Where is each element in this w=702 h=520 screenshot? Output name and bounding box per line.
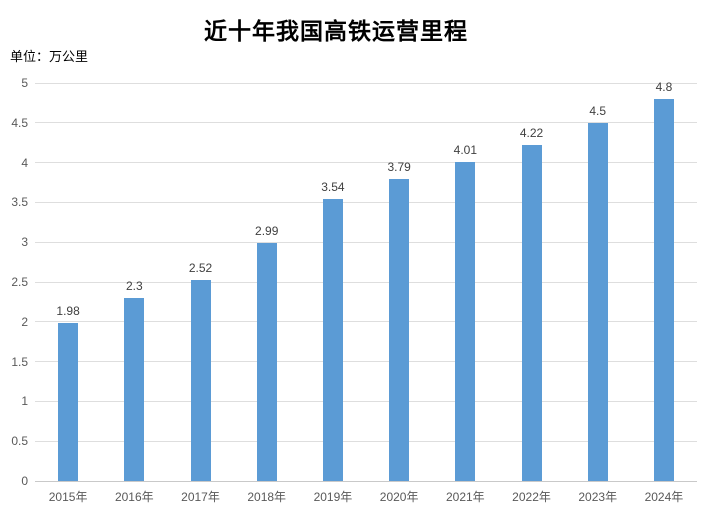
x-tick-label: 2021年	[445, 490, 485, 504]
bars-row: 1.98 2.3 2.52 2.99 3.54 3.79 4.01 4.22 4.5 4.8	[35, 79, 697, 481]
bar-value-label: 4.5	[589, 103, 607, 118]
y-tick-label: 4.5	[11, 115, 28, 130]
gridline	[35, 321, 697, 323]
gridline	[35, 82, 697, 84]
x-tick-label: 2022年	[512, 490, 551, 504]
plot-area: 1.98 2.3 2.52 2.99 3.54 3.79 4.01 4.22 4.5 4.8	[35, 79, 697, 482]
chart-title: 近十年我国高铁运营里程	[204, 18, 468, 45]
bar-band: 2.3	[101, 83, 167, 481]
bar-band: 3.54	[300, 83, 366, 481]
x-tick-label: 2023年	[578, 490, 618, 504]
y-axis: 0 0.5 1 1.5 2 2.5 3 3.5 4 4.5 5	[0, 76, 30, 488]
gridline	[35, 440, 697, 442]
x-tick-label: 2024年	[644, 490, 684, 504]
bar-2019年	[322, 199, 343, 481]
x-axis-line	[35, 481, 697, 482]
y-tick-label: 1.5	[11, 354, 28, 369]
y-tick-label: 3	[21, 235, 28, 250]
x-tick-label: 2020年	[379, 490, 419, 504]
y-tick-label: 0	[21, 474, 28, 488]
bar-value-label: 3.54	[321, 180, 345, 195]
bar-value-label: 4.22	[519, 126, 544, 141]
bar-band: 4.01	[432, 83, 498, 481]
bar-band: 2.99	[234, 83, 300, 481]
y-tick-label: 1	[21, 394, 28, 409]
bar-2023年	[587, 122, 608, 481]
bar-2015年	[58, 323, 79, 481]
x-tick-label: 2016年	[114, 490, 154, 504]
gridline	[35, 201, 697, 203]
gridline	[35, 241, 697, 243]
bar-2021年	[455, 161, 476, 481]
bar-value-label: 1.98	[56, 304, 80, 319]
gridline	[35, 361, 697, 363]
bar-band: 4.8	[631, 79, 697, 481]
gridline	[35, 281, 697, 283]
x-axis: 2015年 2016年 2017年 2018年 2019年 2020年 2021年 2022年…	[35, 488, 697, 505]
bar-value-label: 4.8	[655, 79, 673, 94]
x-tick-label: 2015年	[48, 490, 88, 504]
y-tick-label: 0.5	[11, 434, 28, 449]
bar-2016年	[124, 297, 145, 481]
gridline	[35, 400, 697, 402]
bar-2017年	[190, 280, 211, 481]
gridline	[35, 122, 697, 124]
gridline	[35, 162, 697, 164]
y-tick-label: 2	[21, 314, 28, 329]
bar-band: 4.5	[565, 83, 631, 481]
bar-2024年	[653, 98, 674, 481]
x-tick-label: 2019年	[313, 490, 353, 504]
bar-band: 3.79	[366, 83, 432, 481]
bar-band: 2.52	[167, 83, 233, 481]
bar-band: 1.98	[35, 83, 101, 481]
y-tick-label: 4	[21, 155, 28, 170]
bar-2018年	[256, 243, 277, 481]
x-tick-label: 2017年	[181, 490, 220, 504]
bar-value-label: 2.99	[255, 224, 279, 238]
bar-value-label: 3.79	[387, 160, 411, 175]
bar-value-label: 2.52	[188, 261, 213, 276]
y-tick-label: 2.5	[11, 275, 28, 289]
bar-2022年	[521, 145, 542, 481]
unit-label: 单位：万公里	[10, 49, 89, 64]
y-tick-label: 5	[21, 76, 28, 90]
y-tick-label: 3.5	[11, 195, 28, 210]
bar-value-label: 4.01	[453, 142, 477, 157]
bar-band: 4.22	[498, 83, 564, 481]
bar-value-label: 2.3	[125, 278, 143, 293]
x-tick-label: 2018年	[247, 490, 287, 504]
bar-2020年	[389, 179, 410, 481]
